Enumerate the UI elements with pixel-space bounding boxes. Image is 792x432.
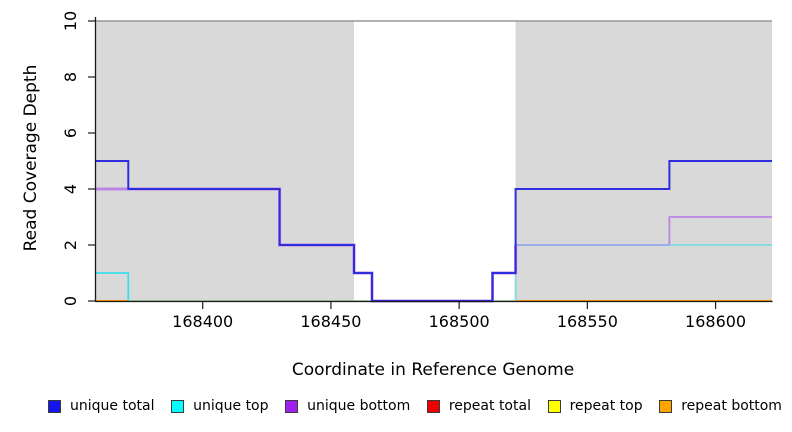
unique-bottom-swatch-icon bbox=[285, 399, 299, 413]
legend-item-repeat-total: repeat total bbox=[426, 398, 531, 414]
y-tick-label: 10 bbox=[61, 11, 80, 31]
x-tick-label: 168500 bbox=[429, 312, 490, 331]
legend-item-unique-total: unique total bbox=[48, 398, 154, 414]
x-tick-label: 168550 bbox=[557, 312, 618, 331]
x-axis-title: Coordinate in Reference Genome bbox=[291, 360, 575, 380]
background-region bbox=[354, 21, 516, 301]
x-tick-label: 168600 bbox=[685, 312, 746, 331]
repeat-bottom-swatch-icon bbox=[659, 399, 673, 413]
legend-item-repeat-top: repeat top bbox=[547, 398, 643, 414]
unique-total-line bbox=[95, 160, 772, 302]
legend-label: repeat bottom bbox=[681, 398, 782, 414]
unique-total-swatch-icon bbox=[48, 399, 61, 413]
legend-label: unique top bbox=[193, 398, 269, 414]
legend-label: repeat total bbox=[448, 398, 531, 414]
repeat-top-swatch-icon bbox=[547, 399, 561, 413]
y-tick-label: 2 bbox=[61, 240, 80, 250]
legend-item-unique-bottom: unique bottom bbox=[285, 398, 410, 414]
y-tick-label: 0 bbox=[61, 296, 80, 306]
x-tick-label: 168400 bbox=[172, 312, 233, 331]
unique-top-swatch-icon bbox=[171, 399, 185, 413]
y-tick-label: 8 bbox=[61, 72, 80, 82]
x-tick-label: 168450 bbox=[300, 312, 361, 331]
y-axis-title: Read Coverage Depth bbox=[21, 64, 41, 252]
legend-label: repeat top bbox=[569, 398, 643, 414]
y-tick-label: 6 bbox=[61, 128, 80, 138]
unique-bottom-line-right bbox=[668, 216, 772, 245]
legend-item-repeat-bottom: repeat bottom bbox=[659, 398, 782, 414]
legend-item-unique-top: unique top bbox=[171, 398, 269, 414]
background-region bbox=[95, 21, 355, 301]
unique-top-line-left bbox=[95, 272, 130, 301]
legend-label: unique bottom bbox=[307, 398, 411, 414]
repeat-total-swatch-icon bbox=[426, 399, 440, 413]
y-tick-label: 4 bbox=[61, 184, 80, 194]
legend: unique total unique top unique bottom re… bbox=[48, 397, 782, 415]
legend-label: unique total bbox=[70, 398, 155, 414]
